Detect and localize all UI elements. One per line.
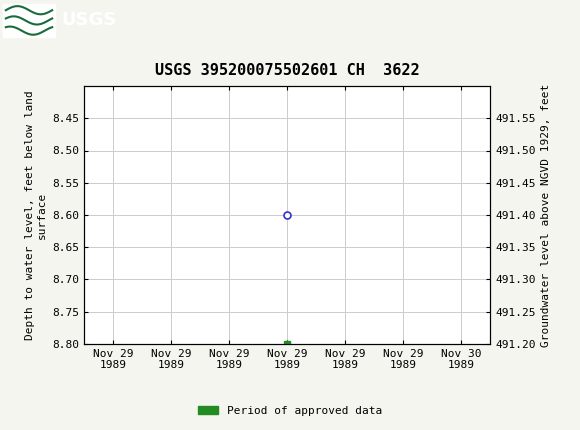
Bar bbox=[3, 4, 55, 37]
Title: USGS 395200075502601 CH  3622: USGS 395200075502601 CH 3622 bbox=[155, 63, 419, 78]
Y-axis label: Depth to water level, feet below land
surface: Depth to water level, feet below land su… bbox=[25, 90, 46, 340]
Text: USGS: USGS bbox=[61, 12, 116, 29]
Y-axis label: Groundwater level above NGVD 1929, feet: Groundwater level above NGVD 1929, feet bbox=[541, 83, 551, 347]
Legend: Period of approved data: Period of approved data bbox=[194, 401, 386, 420]
